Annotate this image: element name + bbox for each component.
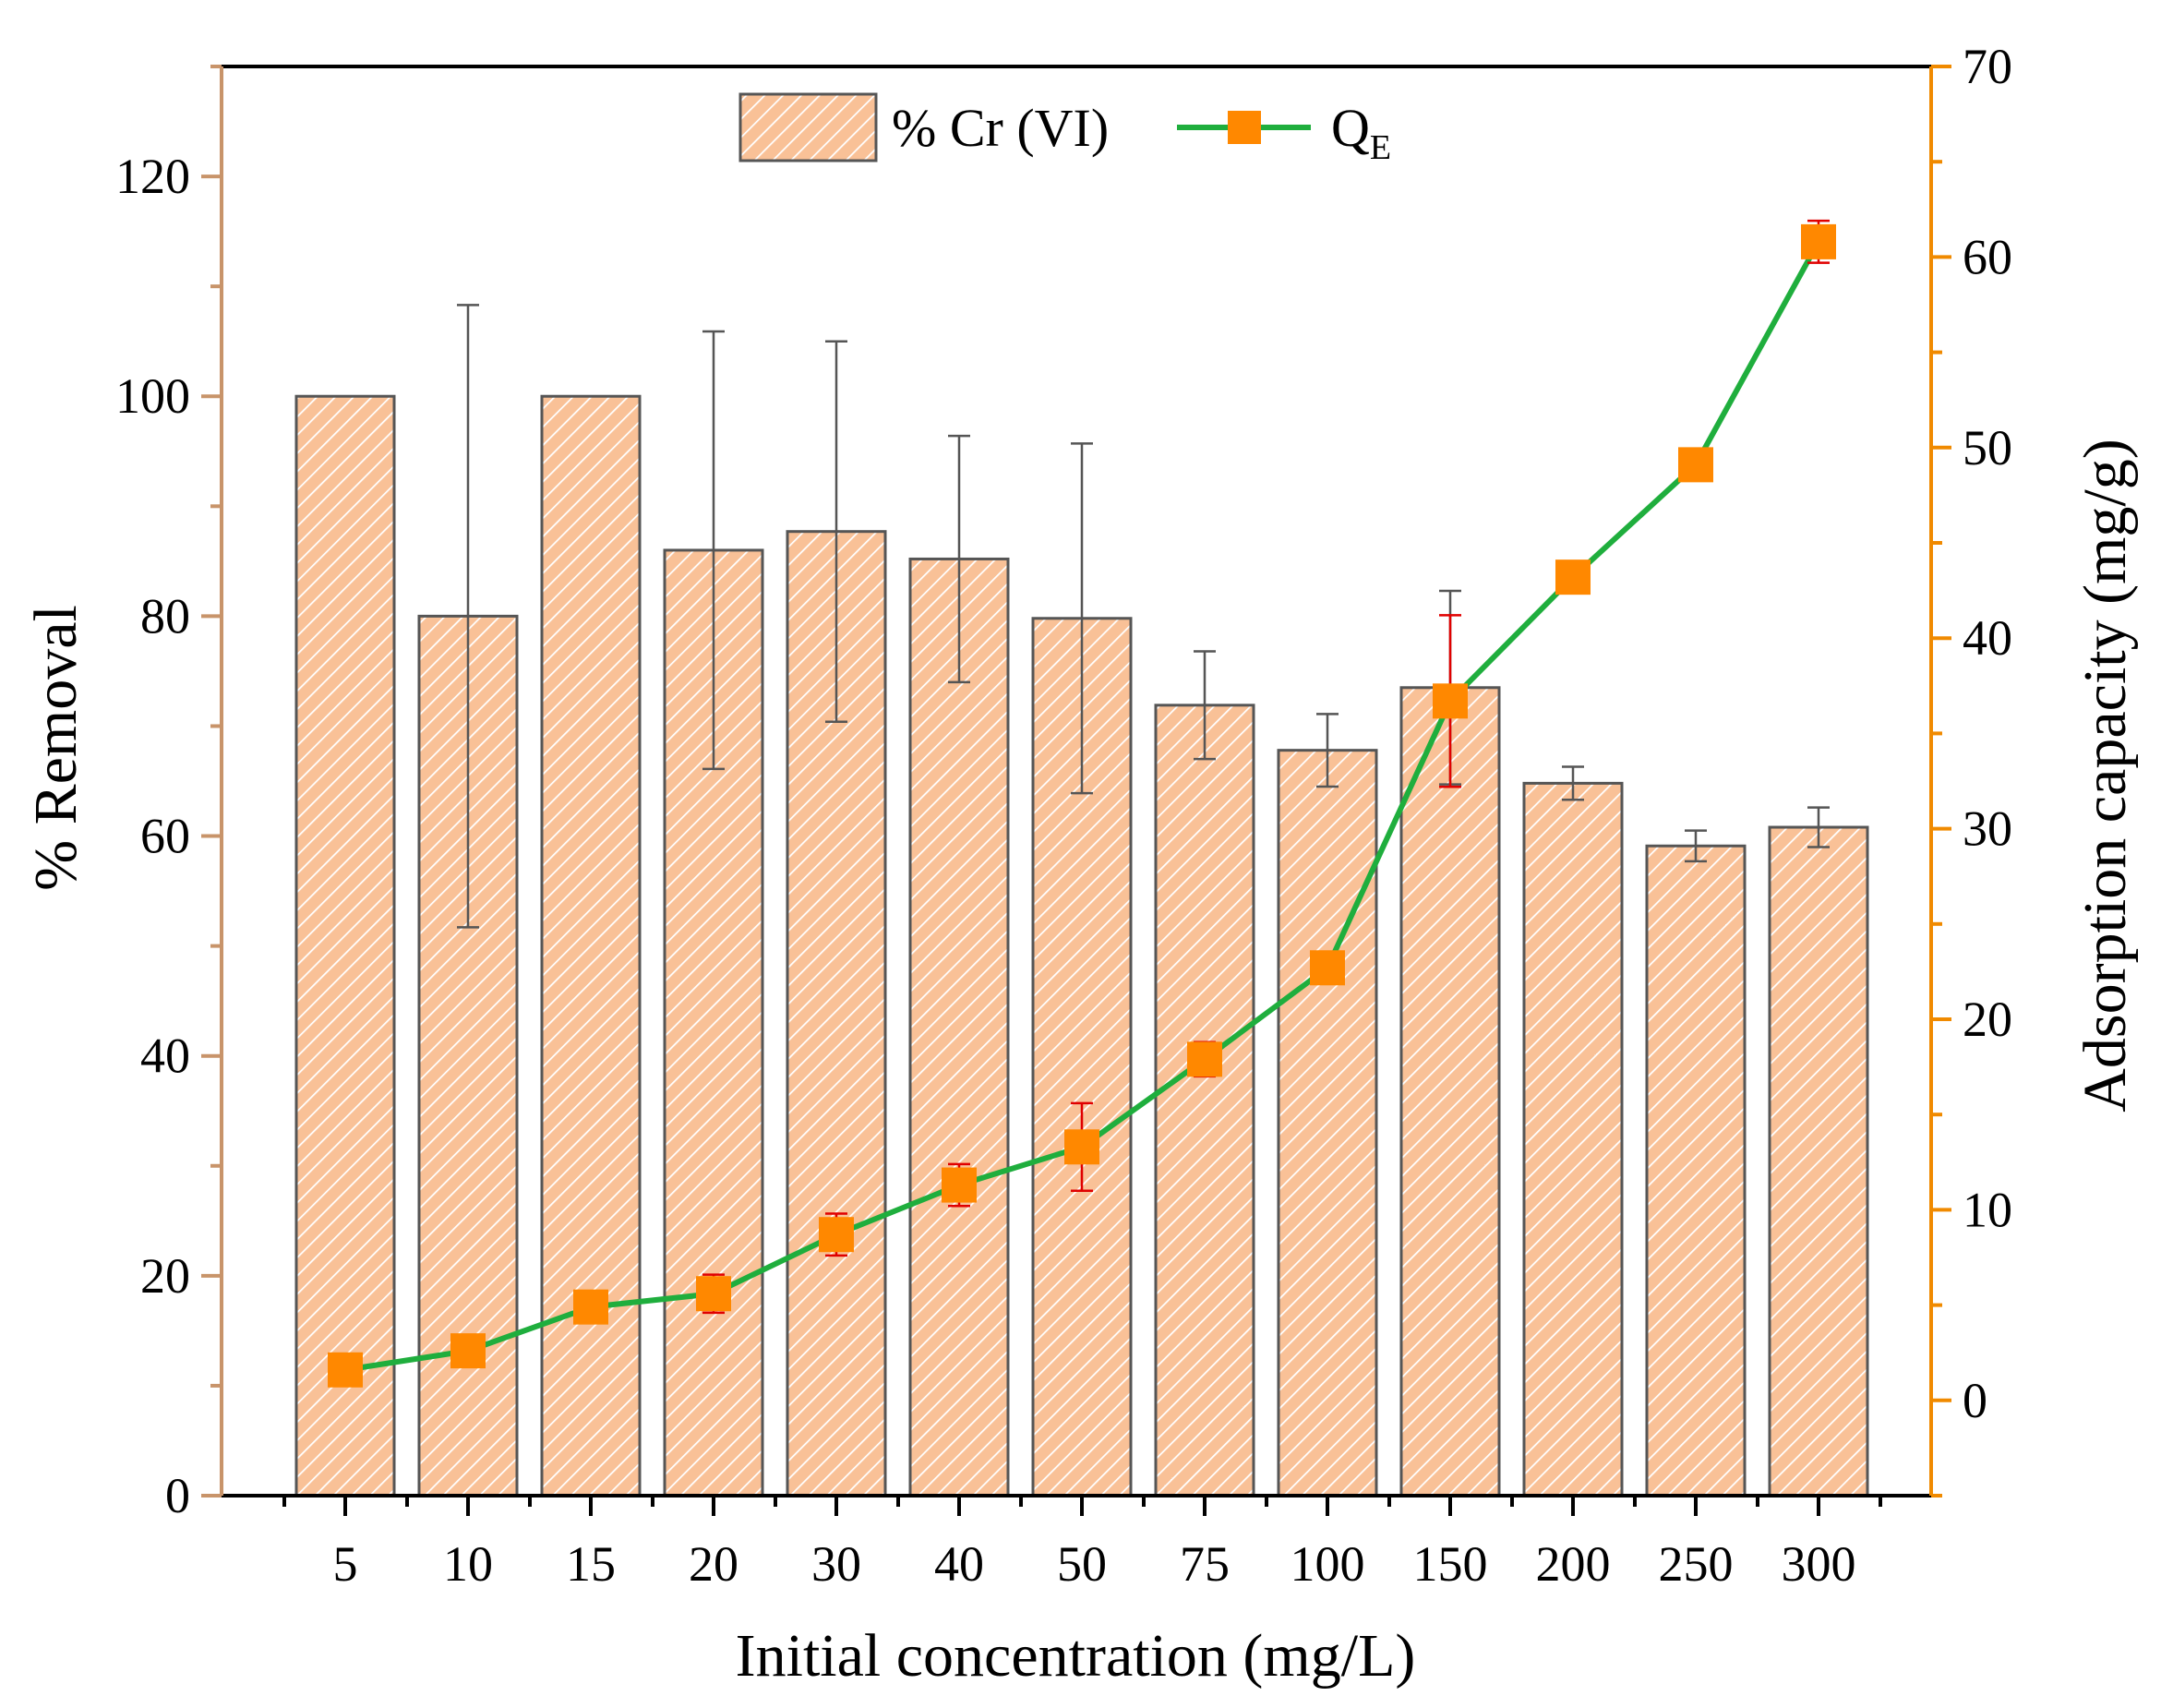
x-tick-label-40: 40 bbox=[934, 1536, 984, 1592]
qe-marker-75 bbox=[1187, 1041, 1222, 1077]
qe-marker-10 bbox=[450, 1333, 486, 1369]
qe-marker-15 bbox=[573, 1289, 608, 1325]
qe-marker-40 bbox=[942, 1167, 977, 1203]
y-tick-label-120: 120 bbox=[115, 149, 190, 204]
y-tick-label-0: 0 bbox=[165, 1468, 190, 1523]
qe-marker-30 bbox=[819, 1217, 854, 1253]
legend-marker-swatch bbox=[1228, 111, 1261, 144]
legend: % Cr (VI) QE bbox=[738, 92, 1391, 167]
x-tick-label-50: 50 bbox=[1057, 1536, 1107, 1592]
x-tick-label-20: 20 bbox=[689, 1536, 738, 1592]
qe-marker-150 bbox=[1433, 683, 1468, 719]
x-tick-label-75: 75 bbox=[1180, 1536, 1230, 1592]
y2-tick-label-70: 70 bbox=[1963, 39, 2012, 94]
x-tick-label-5: 5 bbox=[333, 1536, 358, 1592]
bar-5 bbox=[294, 394, 396, 1498]
bar-75 bbox=[1154, 704, 1255, 1498]
legend-line-label-sub: E bbox=[1370, 128, 1391, 167]
y2-tick-label-40: 40 bbox=[1963, 610, 2012, 666]
qe-marker-5 bbox=[328, 1352, 363, 1388]
bars-layer bbox=[294, 304, 1869, 1498]
tick-labels-layer: 0 20 40 60 80 100 120 0 10 20 30 40 50 60 70 5 10 15 20 30 4… bbox=[115, 39, 2012, 1592]
qe-line-layer bbox=[328, 219, 1836, 1388]
qe-marker-100 bbox=[1310, 950, 1345, 986]
y2-tick-label-10: 10 bbox=[1963, 1182, 2012, 1237]
x-tick-label-150: 150 bbox=[1413, 1536, 1488, 1592]
legend-line-label-main: Q bbox=[1331, 98, 1370, 158]
x-tick-label-200: 200 bbox=[1536, 1536, 1611, 1592]
qe-marker-200 bbox=[1555, 559, 1591, 595]
bar-40 bbox=[908, 557, 1010, 1498]
qe-marker-50 bbox=[1064, 1129, 1099, 1165]
legend-bar-swatch bbox=[738, 92, 878, 162]
x-tick-label-15: 15 bbox=[566, 1536, 616, 1592]
x-tick-label-30: 30 bbox=[811, 1536, 861, 1592]
y2-tick-label-60: 60 bbox=[1963, 229, 2012, 284]
qe-marker-20 bbox=[696, 1276, 731, 1312]
bar-300 bbox=[1768, 825, 1869, 1498]
qe-marker-300 bbox=[1801, 223, 1836, 259]
legend-bar-label: % Cr (VI) bbox=[892, 98, 1109, 158]
qe-marker-250 bbox=[1678, 447, 1713, 483]
y2-tick-label-50: 50 bbox=[1963, 420, 2012, 475]
y-tick-label-100: 100 bbox=[115, 368, 190, 424]
legend-line-label: QE bbox=[1331, 98, 1391, 167]
bar-250 bbox=[1645, 844, 1747, 1498]
x-tick-label-10: 10 bbox=[443, 1536, 493, 1592]
y-tick-label-20: 20 bbox=[140, 1248, 190, 1304]
x-tick-label-100: 100 bbox=[1291, 1536, 1365, 1592]
bar-200 bbox=[1522, 781, 1624, 1498]
bar-150 bbox=[1399, 686, 1501, 1498]
x-tick-label-300: 300 bbox=[1782, 1536, 1856, 1592]
y2-axis-title: Adsorption capacity (mg/g) bbox=[2071, 439, 2139, 1112]
y-tick-label-60: 60 bbox=[140, 809, 190, 864]
y-tick-label-80: 80 bbox=[140, 588, 190, 644]
bar-15 bbox=[540, 394, 642, 1498]
x-axis-title: Initial concentration (mg/L) bbox=[736, 1622, 1416, 1690]
y-axis-title: % Removal bbox=[22, 605, 90, 891]
y2-tick-label-20: 20 bbox=[1963, 992, 2012, 1047]
axes-layer bbox=[201, 65, 1951, 1516]
y2-tick-label-30: 30 bbox=[1963, 801, 2012, 857]
bar-100 bbox=[1277, 749, 1378, 1498]
x-tick-label-250: 250 bbox=[1659, 1536, 1734, 1592]
y2-tick-label-0: 0 bbox=[1963, 1373, 1987, 1428]
y-tick-label-40: 40 bbox=[140, 1028, 190, 1084]
